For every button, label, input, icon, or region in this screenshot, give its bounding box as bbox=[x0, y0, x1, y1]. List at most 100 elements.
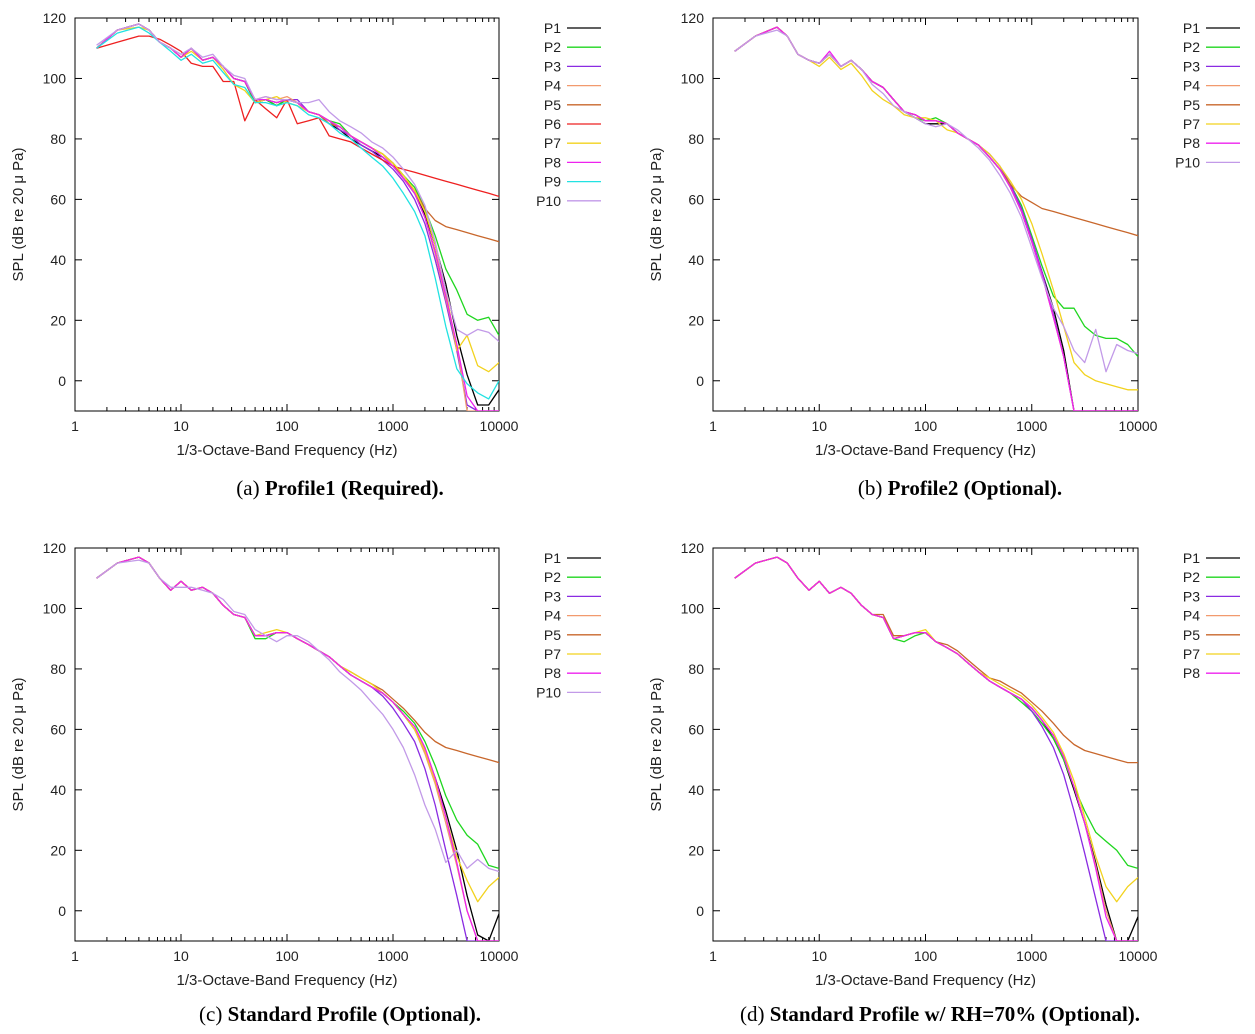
plot-frame bbox=[712, 17, 1139, 412]
plot-area bbox=[96, 23, 499, 411]
series-line-p3 bbox=[96, 23, 499, 411]
legend-label-p5: P5 bbox=[544, 97, 561, 113]
x-tick-label: 10000 bbox=[1119, 948, 1158, 964]
x-tick-label: 10 bbox=[173, 948, 189, 964]
x-axis-label: 1/3-Octave-Band Frequency (Hz) bbox=[177, 442, 398, 459]
x-axis-label: 1/3-Octave-Band Frequency (Hz) bbox=[815, 442, 1036, 459]
y-tick-label: 0 bbox=[696, 903, 704, 919]
legend-label-p5: P5 bbox=[1183, 97, 1200, 113]
legend-label-p4: P4 bbox=[1183, 78, 1200, 94]
y-tick-label: 120 bbox=[681, 540, 705, 556]
y-tick-label: 0 bbox=[58, 903, 66, 919]
y-tick-label: 120 bbox=[43, 540, 67, 556]
caption-title: Standard Profile w/ RH=70% (Optional). bbox=[769, 1002, 1141, 1026]
series-line-p3 bbox=[734, 556, 1138, 941]
legend-label-p8: P8 bbox=[1183, 665, 1200, 681]
y-tick-label: 40 bbox=[50, 782, 66, 798]
legend-label-p2: P2 bbox=[544, 569, 561, 585]
y-tick-label: 60 bbox=[50, 191, 66, 207]
legend-label-p10: P10 bbox=[536, 684, 561, 700]
series-line-p5 bbox=[734, 26, 1138, 237]
series-line-p10 bbox=[734, 29, 1138, 373]
x-tick-label: 10 bbox=[811, 948, 827, 964]
legend-label-p2: P2 bbox=[544, 39, 561, 55]
series-line-p5 bbox=[96, 23, 499, 243]
y-tick-label: 120 bbox=[681, 10, 705, 26]
y-tick-label: 80 bbox=[50, 131, 66, 147]
x-axis-label: 1/3-Octave-Band Frequency (Hz) bbox=[815, 972, 1036, 989]
caption-b: (b) Profile2 (Optional). bbox=[750, 476, 1170, 501]
caption-a: (a) Profile1 (Required). bbox=[140, 476, 540, 501]
x-tick-label: 10000 bbox=[1119, 418, 1158, 434]
series-line-p6 bbox=[96, 35, 499, 198]
legend-label-p3: P3 bbox=[544, 588, 561, 604]
legend-label-p5: P5 bbox=[1183, 627, 1200, 643]
legend-label-p8: P8 bbox=[544, 154, 561, 170]
plot-area bbox=[96, 556, 499, 941]
series-line-p7 bbox=[96, 556, 499, 903]
legend-label-p4: P4 bbox=[544, 608, 561, 624]
y-tick-label: 20 bbox=[50, 842, 66, 858]
legend-label-p9: P9 bbox=[544, 174, 561, 190]
legend-label-p4: P4 bbox=[1183, 608, 1200, 624]
series-line-p4 bbox=[734, 556, 1138, 941]
series-line-p7 bbox=[734, 556, 1138, 903]
legend-label-p1: P1 bbox=[544, 20, 561, 36]
series-line-p7 bbox=[734, 26, 1138, 391]
y-tick-label: 40 bbox=[50, 252, 66, 268]
caption-title: Profile1 (Required). bbox=[264, 476, 444, 500]
legend-label-p10: P10 bbox=[1175, 154, 1200, 170]
chart-panel-a: 1 10 100 1000 10000 0 20 40 60 80 100 120 1/3-Octave… bbox=[10, 10, 601, 459]
series-line-p8 bbox=[96, 556, 499, 941]
legend-label-p7: P7 bbox=[544, 135, 561, 151]
legend-label-p3: P3 bbox=[544, 58, 561, 74]
x-tick-label: 100 bbox=[914, 948, 938, 964]
series-line-p10 bbox=[96, 559, 499, 873]
series-line-p8 bbox=[96, 23, 499, 411]
series-line-p5 bbox=[734, 556, 1138, 764]
y-tick-label: 100 bbox=[43, 70, 67, 86]
y-tick-label: 40 bbox=[688, 782, 704, 798]
plot-area bbox=[734, 26, 1138, 411]
y-tick-label: 60 bbox=[688, 721, 704, 737]
caption-title: Standard Profile (Optional). bbox=[227, 1002, 481, 1026]
series-line-p7 bbox=[96, 26, 499, 373]
plot-frame bbox=[74, 17, 500, 412]
y-tick-label: 60 bbox=[50, 721, 66, 737]
plot-frame bbox=[74, 547, 500, 942]
legend-label-p1: P1 bbox=[1183, 20, 1200, 36]
series-line-p3 bbox=[96, 556, 499, 941]
legend-label-p8: P8 bbox=[544, 665, 561, 681]
y-tick-label: 120 bbox=[43, 10, 67, 26]
legend-label-p2: P2 bbox=[1183, 39, 1200, 55]
x-tick-label: 1000 bbox=[1016, 948, 1047, 964]
y-axis-label: SPL (dB re 20 μ Pa) bbox=[10, 678, 27, 812]
legend-label-p2: P2 bbox=[1183, 569, 1200, 585]
y-tick-label: 100 bbox=[43, 600, 67, 616]
series-line-p4 bbox=[96, 556, 499, 941]
y-axis-label: SPL (dB re 20 μ Pa) bbox=[648, 148, 665, 282]
series-line-p1 bbox=[96, 23, 499, 406]
caption-c: (c) Standard Profile (Optional). bbox=[90, 1002, 590, 1027]
legend-label-p3: P3 bbox=[1183, 58, 1200, 74]
caption-tag: (b) bbox=[857, 476, 883, 500]
y-tick-label: 0 bbox=[58, 373, 66, 389]
series-line-p2 bbox=[734, 556, 1138, 870]
x-tick-label: 100 bbox=[275, 418, 299, 434]
legend-label-p8: P8 bbox=[1183, 135, 1200, 151]
series-line-p1 bbox=[734, 556, 1138, 941]
x-tick-label: 1 bbox=[71, 418, 79, 434]
chart-panel-d: 1 10 100 1000 10000 0 20 40 60 80 100 120 1/3-Octave… bbox=[648, 540, 1240, 989]
x-tick-label: 10000 bbox=[480, 948, 519, 964]
y-tick-label: 0 bbox=[696, 373, 704, 389]
caption-d: (d) Standard Profile w/ RH=70% (Optional… bbox=[630, 1002, 1250, 1027]
y-tick-label: 20 bbox=[688, 842, 704, 858]
x-tick-label: 10000 bbox=[480, 418, 519, 434]
legend-label-p5: P5 bbox=[544, 627, 561, 643]
series-line-p2 bbox=[734, 26, 1138, 358]
series-line-p10 bbox=[96, 23, 499, 342]
legend-label-p7: P7 bbox=[544, 646, 561, 662]
y-tick-label: 60 bbox=[688, 191, 704, 207]
x-tick-label: 1 bbox=[709, 418, 717, 434]
y-tick-label: 100 bbox=[681, 70, 705, 86]
